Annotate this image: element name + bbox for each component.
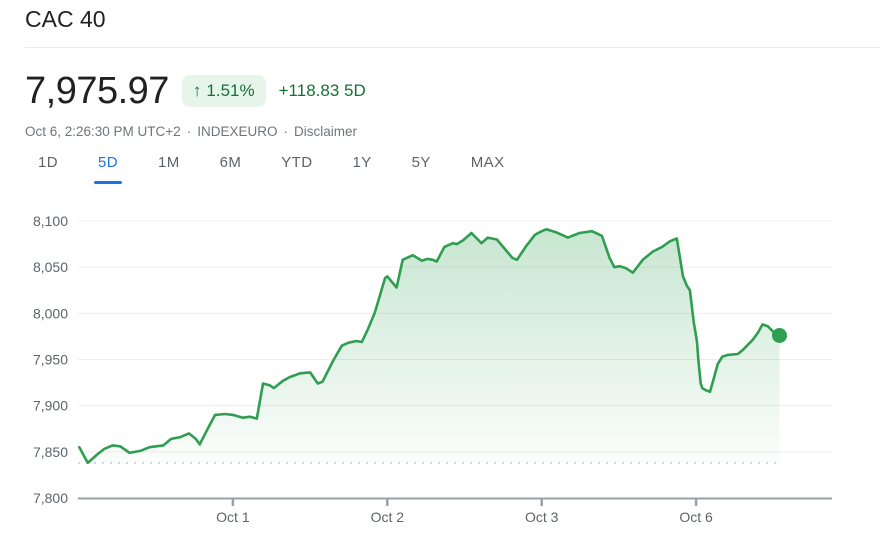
y-axis-label: 7,850	[33, 444, 68, 460]
y-axis-label: 8,100	[33, 213, 68, 229]
x-axis-label: Oct 2	[371, 509, 405, 525]
y-axis-label: 8,050	[33, 259, 68, 275]
tab-ytd[interactable]: YTD	[281, 154, 313, 171]
page-title: CAC 40	[25, 6, 106, 32]
tab-5y[interactable]: 5Y	[411, 154, 431, 171]
tab-max[interactable]: MAX	[470, 154, 505, 171]
meta-separator: ·	[186, 124, 192, 139]
change-absolute: +118.83 5D	[278, 81, 366, 100]
price-chart-svg[interactable]: 7,800 7,850 7,900 7,950 8,000 8,050 8,100 Oct 1…	[0, 195, 880, 535]
y-axis-label: 7,900	[33, 398, 68, 414]
meta-separator: ·	[283, 124, 288, 139]
x-axis-label: Oct 1	[216, 509, 250, 525]
time-range-tabs: 1D 5D 1M 6M YTD 1Y 5Y MAX	[38, 154, 504, 184]
timestamp: Oct 6, 2:26:30 PM UTC+2	[25, 124, 181, 139]
y-axis-label: 7,950	[33, 352, 68, 368]
price-area-fill	[79, 229, 780, 463]
current-price: 7,975.97	[25, 69, 169, 112]
tab-1d[interactable]: 1D	[38, 154, 58, 171]
up-arrow-icon: ↑	[192, 81, 202, 100]
header-divider	[25, 47, 880, 48]
change-percent: 1.51%	[206, 81, 255, 100]
last-price-dot	[771, 327, 787, 343]
x-axis-label: Oct 3	[525, 509, 559, 525]
price-chart[interactable]: 7,800 7,850 7,900 7,950 8,000 8,050 8,100 Oct 1…	[0, 195, 880, 535]
exchange-label: INDEXEURO	[197, 124, 278, 139]
y-axis-label: 8,000	[33, 305, 68, 321]
tab-6m[interactable]: 6M	[219, 154, 242, 171]
price-line	[78, 227, 781, 465]
tab-1y[interactable]: 1Y	[352, 154, 372, 171]
change-badge: ↑ 1.51%	[181, 75, 266, 107]
disclaimer-link[interactable]: Disclaimer	[293, 124, 357, 139]
price-row: 7,975.97 ↑ 1.51% +118.83 5D	[25, 68, 366, 114]
x-axis-label: Oct 6	[679, 509, 713, 525]
quote-meta: Oct 6, 2:26:30 PM UTC+2 · INDEXEURO · Di…	[25, 124, 357, 139]
tab-1m[interactable]: 1M	[157, 154, 180, 171]
tab-5d[interactable]: 5D	[93, 154, 122, 184]
y-axis-label: 7,800	[33, 490, 68, 506]
